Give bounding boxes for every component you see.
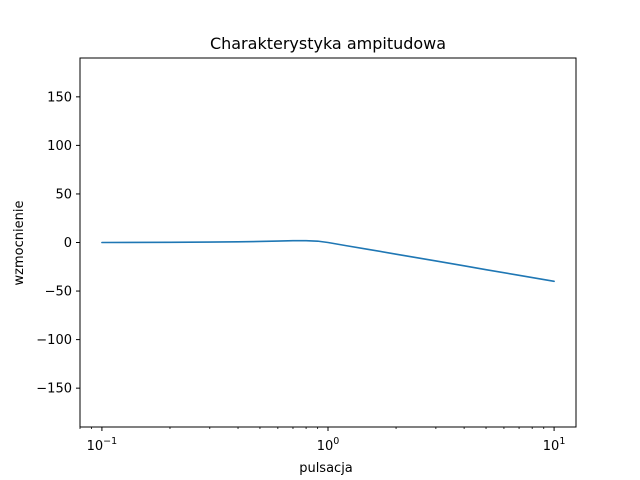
x-tick-label: 101 bbox=[543, 436, 566, 454]
x-tick-label: 100 bbox=[317, 436, 340, 454]
y-axis-label: wzmocnienie bbox=[12, 201, 27, 286]
plot-area bbox=[101, 239, 555, 283]
y-tick-label: 50 bbox=[55, 187, 72, 202]
y-tick-label: −50 bbox=[45, 285, 72, 300]
y-tick-label: −150 bbox=[36, 382, 72, 397]
y-tick-label: 150 bbox=[47, 90, 72, 105]
y-tick-label: 0 bbox=[64, 236, 72, 251]
x-tick-label: 10−1 bbox=[87, 436, 118, 454]
axes-ticks: 150 100 50 0 −50 −100 −150 10−1 100 101 bbox=[36, 90, 565, 454]
chart-title: Charakterystyka ampitudowa bbox=[210, 34, 446, 53]
series-line-0 bbox=[101, 239, 555, 283]
y-tick-label: −100 bbox=[36, 333, 72, 348]
y-tick-label: 100 bbox=[47, 139, 72, 154]
x-axis-label: pulsacja bbox=[299, 461, 353, 476]
